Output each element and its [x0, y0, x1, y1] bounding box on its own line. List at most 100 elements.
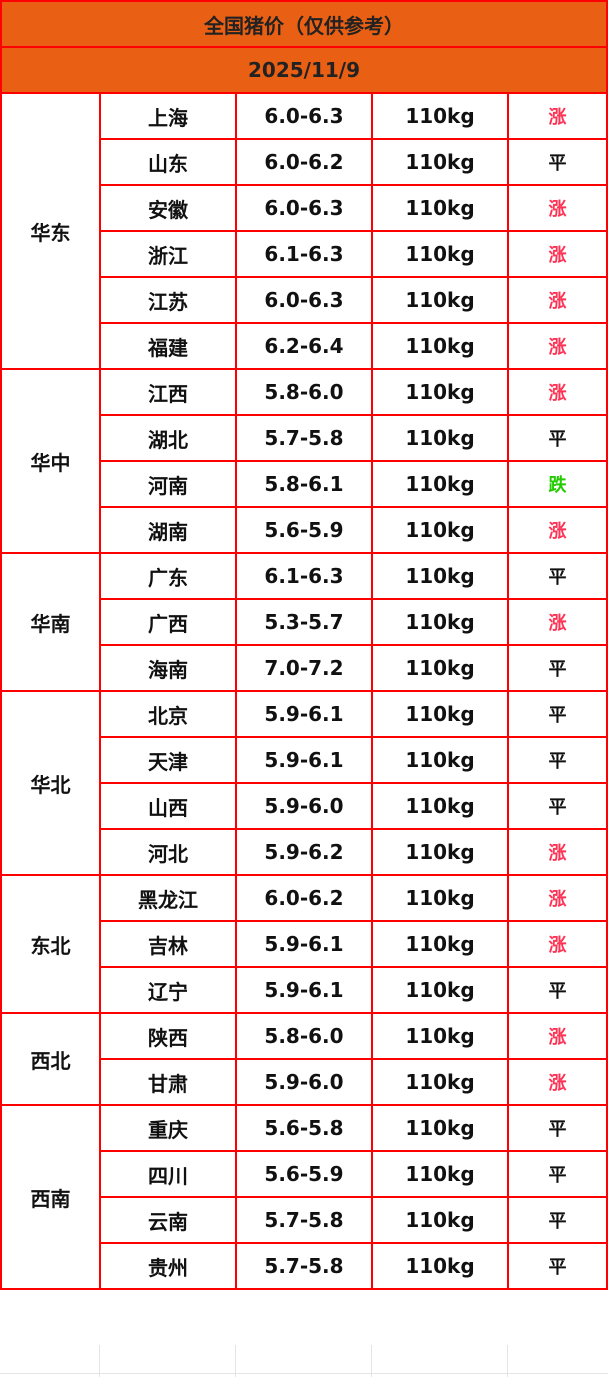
table-row: 四川 5.6-5.9 110kg 平 [1, 1150, 608, 1198]
province-cell: 甘肃 [99, 1058, 237, 1106]
region-cell: 东北 [0, 874, 101, 1014]
trend-cell: 涨 [506, 828, 608, 876]
gridline [371, 1345, 372, 1377]
province-cell: 重庆 [99, 1104, 237, 1152]
weight-cell: 110kg [371, 138, 509, 186]
price-cell: 6.0-6.3 [235, 184, 373, 232]
province-cell: 福建 [99, 322, 237, 370]
province-cell: 江苏 [99, 276, 237, 324]
price-cell: 5.9-6.1 [235, 736, 373, 784]
weight-cell: 110kg [371, 92, 509, 140]
trend-cell: 涨 [506, 1058, 608, 1106]
gridline [235, 1345, 236, 1377]
weight-cell: 110kg [371, 414, 509, 462]
trend-cell: 涨 [506, 276, 608, 324]
province-cell: 云南 [99, 1196, 237, 1244]
table-row: 华南 广东 6.1-6.3 110kg 平 [0, 552, 608, 692]
price-cell: 6.1-6.3 [235, 230, 373, 278]
province-cell: 湖北 [99, 414, 237, 462]
price-cell: 5.6-5.9 [235, 506, 373, 554]
price-cell: 5.9-6.0 [235, 1058, 373, 1106]
table-row: 安徽 6.0-6.3 110kg 涨 [1, 184, 608, 232]
trend-cell: 平 [506, 966, 608, 1014]
table-row: 广西 5.3-5.7 110kg 涨 [1, 598, 608, 646]
table-row: 华中 江西 5.8-6.0 110kg 涨 [0, 368, 608, 554]
region-cell: 西北 [0, 1012, 101, 1106]
weight-cell: 110kg [371, 1242, 509, 1290]
weight-cell: 110kg [371, 874, 509, 922]
province-cell: 上海 [99, 92, 237, 140]
table-row: 东北 黑龙江 6.0-6.2 110kg 涨 [0, 874, 608, 1014]
trend-cell: 涨 [506, 598, 608, 646]
weight-cell: 110kg [371, 690, 509, 738]
weight-cell: 110kg [371, 828, 509, 876]
trend-cell: 涨 [506, 874, 608, 922]
table-row: 河北 5.9-6.2 110kg 涨 [1, 828, 608, 876]
table-row: 西北 陕西 5.8-6.0 110kg 涨 [0, 1012, 608, 1106]
province-cell: 河南 [99, 460, 237, 508]
province-cell: 北京 [99, 690, 237, 738]
table-row: 海南 7.0-7.2 110kg 平 [1, 644, 608, 692]
table-row: 贵州 5.7-5.8 110kg 平 [1, 1242, 608, 1290]
weight-cell: 110kg [371, 1104, 509, 1152]
weight-cell: 110kg [371, 1012, 509, 1060]
trend-cell: 涨 [506, 184, 608, 232]
province-cell: 山西 [99, 782, 237, 830]
weight-cell: 110kg [371, 552, 509, 600]
table-row: 华东 上海 6.0-6.3 110kg 涨 [0, 92, 608, 370]
weight-cell: 110kg [371, 506, 509, 554]
table-row: 湖北 5.7-5.8 110kg 平 [1, 414, 608, 462]
weight-cell: 110kg [371, 276, 509, 324]
trend-cell: 平 [506, 782, 608, 830]
weight-cell: 110kg [371, 1196, 509, 1244]
trend-cell: 平 [506, 644, 608, 692]
price-cell: 5.9-6.1 [235, 966, 373, 1014]
trend-cell: 涨 [506, 1012, 608, 1060]
province-cell: 四川 [99, 1150, 237, 1198]
region-cell: 华东 [0, 92, 101, 370]
title-row: 全国猪价（仅供参考） [0, 0, 608, 48]
weight-cell: 110kg [371, 184, 509, 232]
price-cell: 5.8-6.0 [235, 368, 373, 416]
price-cell: 6.0-6.2 [235, 138, 373, 186]
table-row: 湖南 5.6-5.9 110kg 涨 [1, 506, 608, 554]
table-row: 甘肃 5.9-6.0 110kg 涨 [1, 1058, 608, 1106]
pig-price-table: 全国猪价（仅供参考） 2025/11/9 华东 上海 6.0-6.3 110kg 涨山东… [0, 0, 608, 1290]
price-cell: 6.1-6.3 [235, 552, 373, 600]
price-cell: 6.2-6.4 [235, 322, 373, 370]
spreadsheet-gridlines [0, 1345, 608, 1377]
province-cell: 河北 [99, 828, 237, 876]
table-row: 吉林 5.9-6.1 110kg 涨 [1, 920, 608, 968]
region-cell: 华北 [0, 690, 101, 876]
province-cell: 山东 [99, 138, 237, 186]
table-date: 2025/11/9 [0, 46, 608, 94]
trend-cell: 涨 [506, 506, 608, 554]
trend-cell: 平 [506, 1242, 608, 1290]
table-row: 天津 5.9-6.1 110kg 平 [1, 736, 608, 784]
price-cell: 5.6-5.8 [235, 1104, 373, 1152]
trend-cell: 涨 [506, 92, 608, 140]
weight-cell: 110kg [371, 782, 509, 830]
weight-cell: 110kg [371, 966, 509, 1014]
trend-cell: 跌 [506, 460, 608, 508]
province-cell: 浙江 [99, 230, 237, 278]
price-cell: 5.9-6.0 [235, 782, 373, 830]
trend-cell: 平 [506, 414, 608, 462]
weight-cell: 110kg [371, 736, 509, 784]
weight-cell: 110kg [371, 368, 509, 416]
table-row: 云南 5.7-5.8 110kg 平 [1, 1196, 608, 1244]
province-cell: 安徽 [99, 184, 237, 232]
price-cell: 5.9-6.2 [235, 828, 373, 876]
price-cell: 6.0-6.2 [235, 874, 373, 922]
province-cell: 广东 [99, 552, 237, 600]
table-row: 福建 6.2-6.4 110kg 涨 [1, 322, 608, 370]
table-row: 华北 北京 5.9-6.1 110kg 平 [0, 690, 608, 876]
price-cell: 5.8-6.0 [235, 1012, 373, 1060]
trend-cell: 平 [506, 1150, 608, 1198]
province-cell: 陕西 [99, 1012, 237, 1060]
province-cell: 广西 [99, 598, 237, 646]
trend-cell: 平 [506, 552, 608, 600]
price-cell: 5.6-5.9 [235, 1150, 373, 1198]
table-row: 江苏 6.0-6.3 110kg 涨 [1, 276, 608, 324]
trend-cell: 涨 [506, 230, 608, 278]
